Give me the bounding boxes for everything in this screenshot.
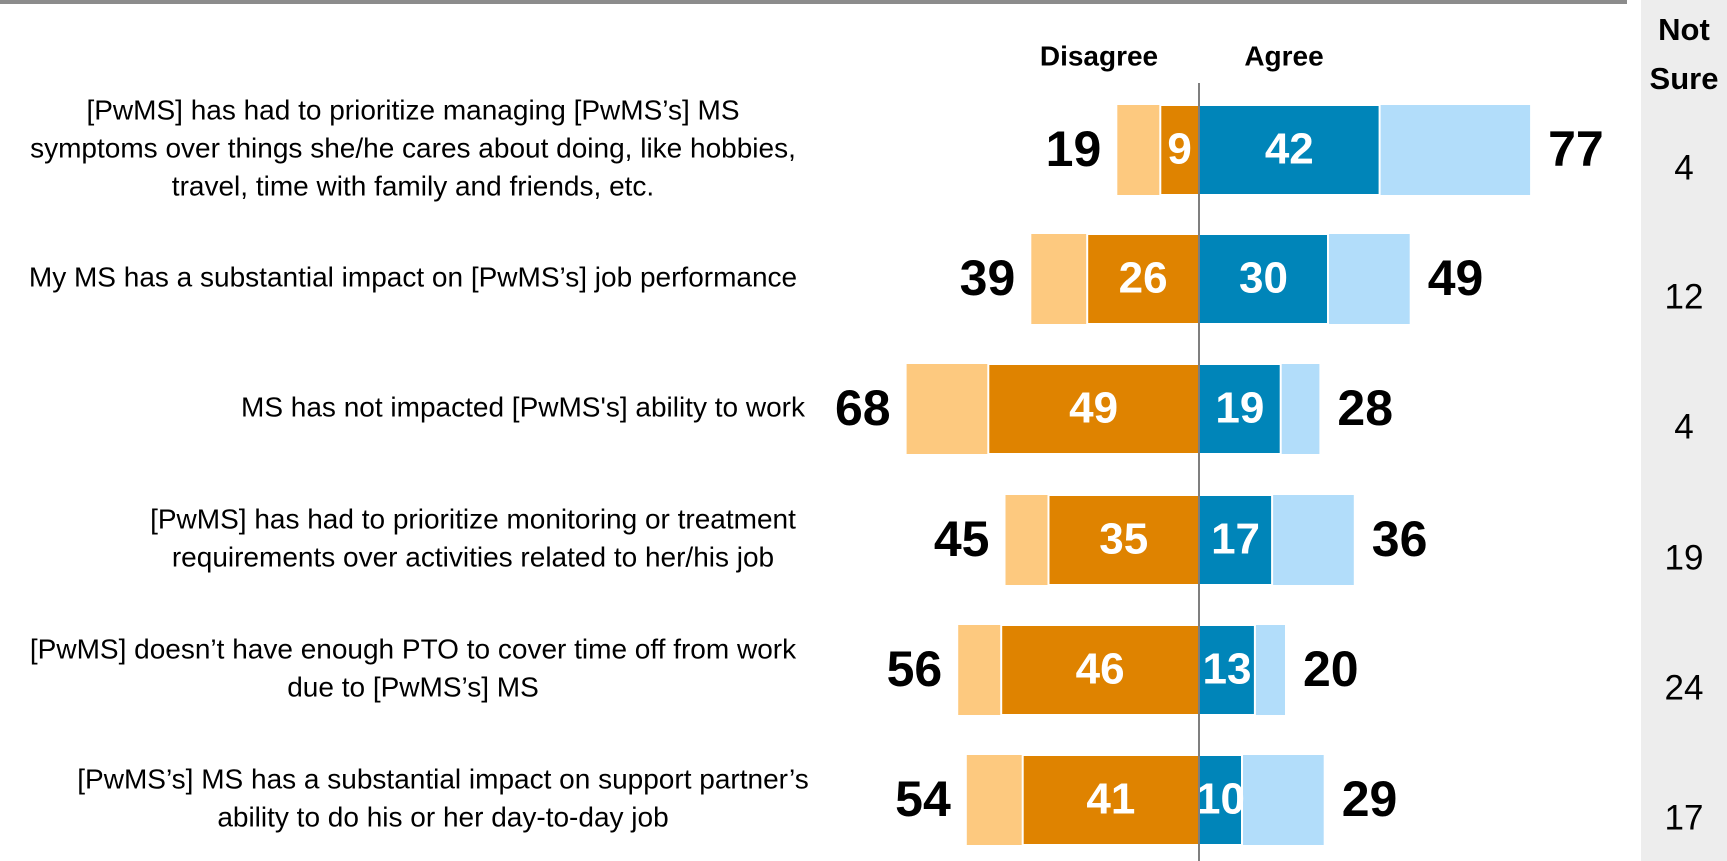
agree-total-label: 29 <box>1342 771 1398 827</box>
agree-total-label: 49 <box>1428 250 1484 306</box>
agree-strong-label: 30 <box>1239 254 1288 303</box>
row-label: travel, time with family and friends, et… <box>172 170 654 201</box>
agree-total-label: 28 <box>1337 380 1393 436</box>
disagree-total-label: 56 <box>887 641 943 697</box>
agree-strong-bar <box>1198 624 1256 716</box>
agree-strong-label: 10 <box>1196 775 1245 824</box>
agree-strong-bar <box>1198 363 1282 455</box>
disagree-total-label: 68 <box>835 380 891 436</box>
row-label: [PwMS] doesn’t have enough PTO to cover … <box>30 633 797 664</box>
disagree-total-label: 19 <box>1046 121 1102 177</box>
agree-total-label: 77 <box>1548 121 1604 177</box>
top-rule <box>0 0 1627 4</box>
disagree-total-label: 39 <box>960 250 1016 306</box>
disagree-strong-bar <box>1047 494 1200 586</box>
disagree-total-label: 54 <box>895 771 951 827</box>
row-label: My MS has a substantial impact on [PwMS’… <box>29 261 797 292</box>
row-label: [PwMS] has had to prioritize managing [P… <box>86 94 739 125</box>
not-sure-value: 4 <box>1674 407 1693 446</box>
agree-strong-bar <box>1198 494 1274 586</box>
row-label: [PwMS] has had to prioritize monitoring … <box>150 503 796 534</box>
agree-header: Agree <box>1244 40 1323 71</box>
row-label: due to [PwMS’s] MS <box>287 671 539 702</box>
row-label: ability to do his or her day-to-day job <box>217 801 668 832</box>
row-label: [PwMS’s] MS has a substantial impact on … <box>77 763 808 794</box>
not-sure-value: 19 <box>1665 538 1704 577</box>
row-label: MS has not impacted [PwMS's] ability to … <box>241 391 806 422</box>
disagree-strong-bar <box>1159 104 1201 196</box>
disagree-strong-label: 49 <box>1069 384 1118 433</box>
disagree-strong-bar <box>1021 754 1201 846</box>
not-sure-value: 24 <box>1665 668 1704 707</box>
disagree-header: Disagree <box>1040 40 1158 71</box>
disagree-strong-label: 9 <box>1167 125 1191 174</box>
disagree-total-label: 45 <box>934 511 990 567</box>
agree-strong-label: 13 <box>1202 645 1251 694</box>
not-sure-value: 4 <box>1674 148 1693 187</box>
agree-strong-label: 42 <box>1265 125 1314 174</box>
agree-total-label: 36 <box>1372 511 1428 567</box>
disagree-strong-label: 41 <box>1086 775 1135 824</box>
not-sure-value: 12 <box>1665 277 1704 316</box>
not-sure-value: 17 <box>1665 798 1704 837</box>
disagree-strong-label: 35 <box>1099 515 1148 564</box>
agree-strong-label: 17 <box>1211 515 1260 564</box>
agree-strong-label: 19 <box>1215 384 1264 433</box>
not-sure-column <box>1641 0 1727 861</box>
agree-strong-bar <box>1198 233 1329 325</box>
agree-total-label: 20 <box>1303 641 1359 697</box>
row-label: symptoms over things she/he cares about … <box>30 132 796 163</box>
not-sure-header: Not <box>1658 12 1710 47</box>
disagree-strong-label: 26 <box>1119 254 1168 303</box>
row-label: requirements over activities related to … <box>172 541 774 572</box>
disagree-strong-label: 46 <box>1076 645 1125 694</box>
not-sure-header: Sure <box>1650 61 1719 96</box>
disagree-strong-bar <box>1086 233 1200 325</box>
